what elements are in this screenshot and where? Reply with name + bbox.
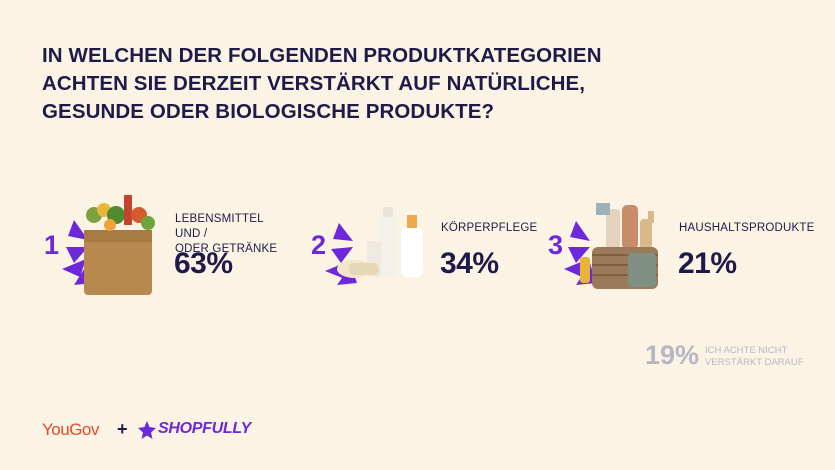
cosmetic-bottles-icon <box>325 207 423 285</box>
category-label: KÖRPERPFLEGE <box>441 221 537 236</box>
title-line-2: ACHTEN SIE DERZEIT VERSTÄRKT AUF NATÜRLI… <box>42 72 586 95</box>
other-value: 19% <box>645 340 700 370</box>
category-label-line-1: LEBENSMITTEL UND / <box>175 213 264 240</box>
category-item-food: 1 LEBENSMITTEL UND / ODER GETRÄNKE 63% <box>44 185 284 305</box>
shopfully-star-icon <box>138 421 156 439</box>
cleaning-basket-icon <box>564 203 658 289</box>
category-value: 63% <box>174 247 233 280</box>
rank-number: 3 <box>548 230 564 260</box>
category-value: 21% <box>678 247 737 280</box>
other-label-line-1: ICH ACHTE NICHT <box>705 345 788 356</box>
category-label-line-1: KÖRPERPFLEGE <box>441 222 538 234</box>
grocery-bag-icon <box>62 195 155 295</box>
other-label: ICH ACHTE NICHT VERSTÄRKT DARAUF <box>705 345 825 369</box>
category-label-line-1: HAUSHALTSPRODUKTE <box>679 222 815 234</box>
category-label-line-2: ODER GETRÄNKE <box>175 243 278 255</box>
page-title: IN WELCHEN DER FOLGENDEN PRODUKTKATEGORI… <box>42 42 742 126</box>
title-line-3: GESUNDE ODER BIOLOGISCHE PRODUKTE? <box>42 100 495 123</box>
yougov-logo: YouGov <box>42 420 99 439</box>
category-label: HAUSHALTSPRODUKTE <box>679 221 814 236</box>
category-item-personal-care: 2 KÖRPERPFLEGE 34% <box>311 185 537 305</box>
category-label: LEBENSMITTEL UND / ODER GETRÄNKE <box>175 212 284 257</box>
rank-number: 2 <box>311 230 327 260</box>
category-value: 34% <box>440 247 499 280</box>
title-line-1: IN WELCHEN DER FOLGENDEN PRODUKTKATEGORI… <box>42 44 602 67</box>
shopfully-wordmark: SHOPFULLY <box>158 420 252 437</box>
rank-number: 1 <box>44 230 60 260</box>
other-label-line-2: VERSTÄRKT DARAUF <box>705 357 804 368</box>
category-item-household: 3 HAUSHALTSPRODUKTE 21% <box>548 185 818 305</box>
plus-sign: + <box>117 419 128 439</box>
